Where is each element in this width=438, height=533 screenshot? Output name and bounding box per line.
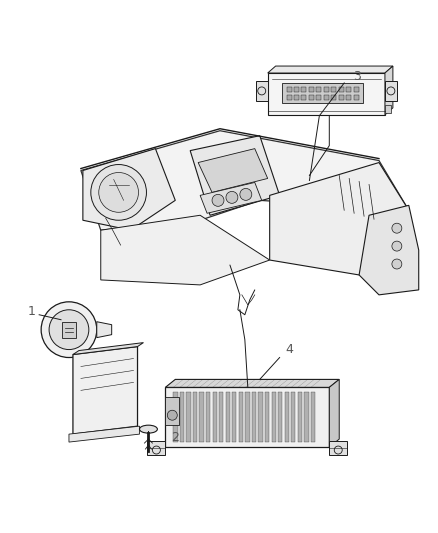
Circle shape: [392, 259, 402, 269]
Text: 4: 4: [286, 343, 293, 356]
Bar: [353, 87, 359, 92]
Bar: [346, 95, 351, 100]
Circle shape: [240, 188, 252, 200]
Circle shape: [91, 165, 146, 220]
Polygon shape: [83, 149, 175, 230]
Bar: [298, 392, 302, 442]
Circle shape: [99, 173, 138, 212]
Bar: [278, 392, 283, 442]
Polygon shape: [200, 182, 262, 213]
Bar: [339, 87, 344, 92]
Polygon shape: [81, 131, 409, 230]
Bar: [187, 392, 191, 442]
Bar: [353, 95, 359, 100]
Bar: [324, 87, 329, 92]
Bar: [180, 392, 184, 442]
Polygon shape: [165, 397, 179, 425]
Circle shape: [41, 302, 97, 358]
Polygon shape: [198, 149, 268, 192]
Bar: [173, 392, 177, 442]
Polygon shape: [385, 81, 397, 101]
Circle shape: [49, 310, 89, 350]
Bar: [304, 392, 308, 442]
Polygon shape: [385, 66, 393, 115]
Bar: [272, 392, 276, 442]
Bar: [294, 95, 299, 100]
Polygon shape: [69, 426, 140, 442]
Polygon shape: [329, 379, 339, 447]
Circle shape: [226, 191, 238, 203]
Bar: [206, 392, 210, 442]
Bar: [232, 392, 237, 442]
Bar: [219, 392, 223, 442]
Bar: [265, 392, 269, 442]
Polygon shape: [282, 83, 363, 103]
Bar: [331, 87, 336, 92]
Text: 2: 2: [171, 431, 179, 443]
Polygon shape: [148, 441, 165, 455]
Bar: [316, 87, 321, 92]
Bar: [346, 87, 351, 92]
Polygon shape: [270, 163, 409, 275]
Bar: [62, 322, 76, 337]
Polygon shape: [165, 387, 329, 447]
Polygon shape: [268, 66, 393, 73]
Polygon shape: [165, 379, 339, 387]
Polygon shape: [101, 215, 270, 285]
Bar: [212, 392, 217, 442]
Polygon shape: [385, 105, 391, 113]
Circle shape: [167, 410, 177, 420]
Bar: [311, 392, 315, 442]
Bar: [245, 392, 250, 442]
Ellipse shape: [140, 425, 157, 433]
Polygon shape: [73, 346, 138, 434]
Bar: [291, 392, 296, 442]
Bar: [199, 392, 204, 442]
Bar: [309, 87, 314, 92]
Bar: [339, 95, 344, 100]
Polygon shape: [73, 343, 144, 354]
Circle shape: [392, 241, 402, 251]
Polygon shape: [268, 73, 385, 115]
Bar: [294, 87, 299, 92]
Polygon shape: [190, 136, 279, 215]
Polygon shape: [256, 81, 268, 101]
Circle shape: [212, 195, 224, 206]
Bar: [331, 95, 336, 100]
Bar: [252, 392, 256, 442]
Bar: [226, 392, 230, 442]
Polygon shape: [329, 441, 347, 455]
Bar: [301, 87, 307, 92]
Polygon shape: [97, 322, 112, 337]
Bar: [309, 95, 314, 100]
Bar: [324, 95, 329, 100]
Bar: [285, 392, 289, 442]
Bar: [301, 95, 307, 100]
Text: 1: 1: [27, 305, 35, 318]
Bar: [193, 392, 197, 442]
Bar: [316, 95, 321, 100]
Bar: [286, 95, 292, 100]
Polygon shape: [359, 205, 419, 295]
Bar: [258, 392, 263, 442]
Bar: [239, 392, 243, 442]
Bar: [286, 87, 292, 92]
Circle shape: [392, 223, 402, 233]
Text: 3: 3: [353, 70, 361, 84]
